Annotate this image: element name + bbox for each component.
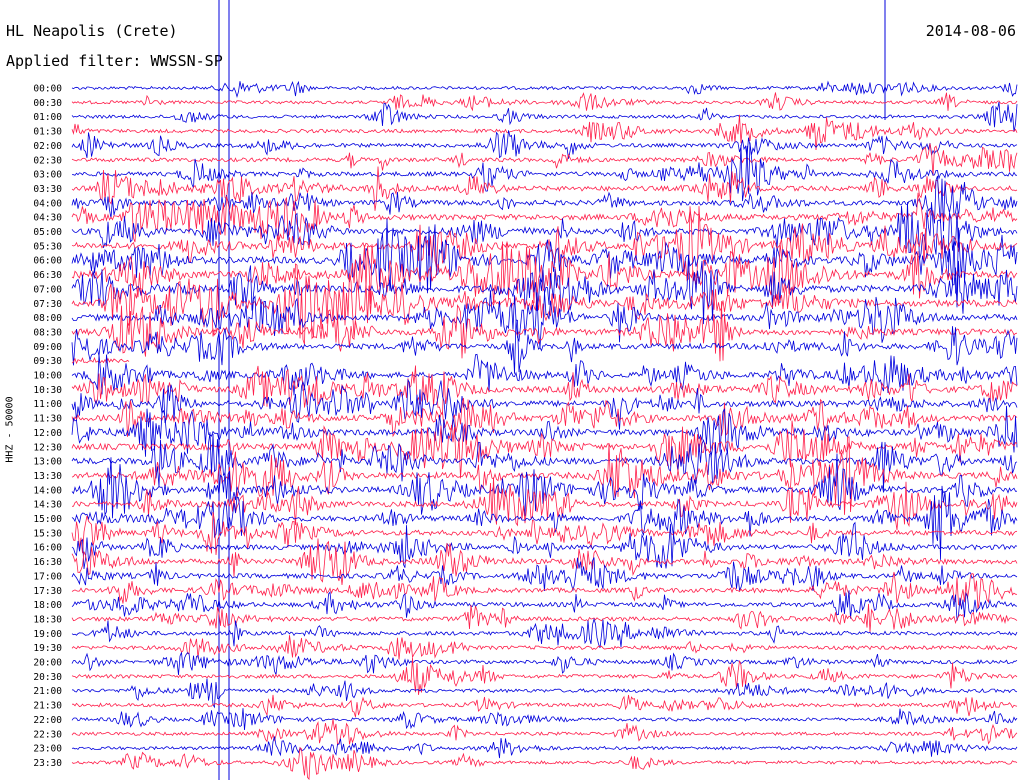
row-time-label: 05:00 — [33, 227, 62, 238]
row-time-label: 01:00 — [33, 112, 62, 123]
row-time-label: 01:30 — [33, 127, 62, 138]
row-time-label: 06:30 — [33, 270, 62, 281]
trace-row — [71, 708, 1018, 731]
row-time-label: 08:30 — [33, 327, 62, 338]
row-time-label: 21:30 — [33, 701, 62, 712]
trace-row — [71, 378, 1018, 430]
trace-row — [71, 571, 1018, 610]
trace-row — [71, 218, 1018, 296]
trace-row — [71, 652, 1018, 676]
filter-label: Applied filter: WWSSN-SP — [6, 52, 223, 70]
trace-row — [71, 453, 1018, 519]
row-time-label: 05:30 — [33, 241, 62, 252]
trace-row — [71, 166, 1018, 211]
row-time-label: 09:30 — [33, 356, 62, 367]
trace-row — [71, 356, 130, 365]
trace-row — [71, 319, 1018, 374]
row-time-label: 03:00 — [33, 170, 62, 181]
row-time-label: 12:30 — [33, 442, 62, 453]
trace-row — [71, 590, 1018, 621]
row-time-label: 23:00 — [33, 744, 62, 755]
trace-row — [71, 80, 1018, 99]
row-time-label: 11:30 — [33, 414, 62, 425]
trace-row — [71, 175, 1018, 232]
trace-row — [71, 201, 1018, 263]
row-time-label: 22:30 — [33, 729, 62, 740]
trace-row — [71, 365, 1018, 416]
trace-row — [71, 397, 1018, 445]
row-time-label: 21:00 — [33, 686, 62, 697]
trace-row — [71, 192, 1018, 243]
row-time-label: 14:00 — [33, 485, 62, 496]
trace-row — [71, 130, 1018, 159]
trace-row — [72, 694, 1018, 718]
row-time-label: 15:30 — [33, 528, 62, 539]
trace-row — [71, 718, 1018, 746]
trace-row — [71, 477, 1018, 531]
row-time-label: 00:00 — [33, 84, 62, 95]
trace-row — [71, 101, 1018, 132]
row-time-label: 20:00 — [33, 658, 62, 669]
trace-row — [71, 290, 1018, 349]
trace-row — [71, 635, 1018, 660]
row-time-label: 13:30 — [33, 471, 62, 482]
trace-row — [71, 353, 1018, 396]
row-time-label: 19:00 — [33, 629, 62, 640]
trace-row — [71, 142, 1018, 202]
trace-row — [71, 114, 1018, 151]
row-time-label: 00:30 — [33, 98, 62, 109]
row-time-label: 06:00 — [33, 256, 62, 267]
row-time-label: 02:30 — [33, 155, 62, 166]
row-time-label: 16:30 — [33, 557, 62, 568]
row-time-label: 04:30 — [33, 213, 62, 224]
trace-row — [71, 736, 1018, 759]
trace-row — [71, 143, 1018, 176]
row-time-label: 11:00 — [33, 399, 62, 410]
row-time-label: 04:00 — [33, 198, 62, 209]
row-time-label: 07:30 — [33, 299, 62, 310]
date-label: 2014-08-06 — [925, 22, 1016, 40]
trace-row — [71, 521, 1018, 570]
row-time-label: 20:30 — [33, 672, 62, 683]
row-time-label: 15:00 — [33, 514, 62, 525]
trace-row — [71, 206, 1018, 285]
row-time-label: 16:00 — [33, 543, 62, 554]
trace-row — [71, 405, 1018, 458]
row-time-label: 18:30 — [33, 614, 62, 625]
trace-row — [71, 603, 1018, 633]
row-time-label: 23:30 — [33, 758, 62, 769]
row-time-label: 07:00 — [33, 284, 62, 295]
row-time-label: 14:30 — [33, 500, 62, 511]
trace-row — [71, 617, 1018, 649]
trace-row — [71, 92, 1018, 112]
row-time-label: 19:30 — [33, 643, 62, 654]
row-time-label: 13:00 — [33, 457, 62, 468]
trace-row — [71, 538, 1018, 585]
row-time-label: 18:00 — [33, 600, 62, 611]
trace-row — [71, 657, 1018, 695]
trace-row — [71, 263, 1018, 345]
row-time-label: 08:00 — [33, 313, 62, 324]
row-time-label: 02:00 — [33, 141, 62, 152]
row-time-label: 03:30 — [33, 184, 62, 195]
trace-row — [71, 678, 1018, 709]
trace-row — [71, 511, 1018, 556]
trace-row — [71, 746, 1018, 780]
row-time-label: 22:00 — [33, 715, 62, 726]
station-title: HL Neapolis (Crete) — [6, 22, 178, 40]
row-time-label: 17:00 — [33, 571, 62, 582]
row-time-label: 09:00 — [33, 342, 62, 353]
row-time-label: 10:30 — [33, 385, 62, 396]
row-time-label: 10:00 — [33, 371, 62, 382]
row-time-label: 12:00 — [33, 428, 62, 439]
trace-row — [71, 485, 1018, 560]
trace-row — [71, 432, 1018, 491]
trace-row — [71, 557, 1018, 592]
row-time-label: 17:30 — [33, 586, 62, 597]
